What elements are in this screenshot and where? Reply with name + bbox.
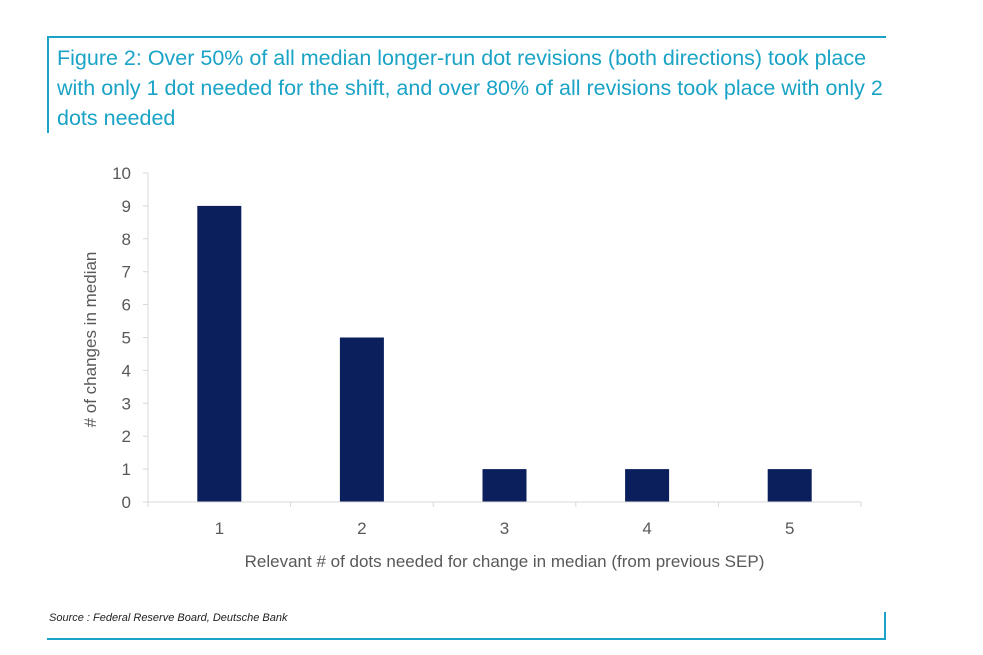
y-tick-label: 6 (122, 296, 131, 315)
bar-4 (625, 469, 670, 502)
y-tick-label: 2 (122, 427, 131, 446)
x-tick-label: 3 (500, 519, 509, 538)
bar-series (197, 205, 812, 502)
source-note: Source : Federal Reserve Board, Deutsche… (49, 612, 288, 624)
figure-title: Figure 2: Over 50% of all median longer-… (57, 46, 883, 130)
bar-5 (767, 469, 812, 502)
bar-2 (339, 337, 384, 502)
x-tick-label: 1 (215, 519, 224, 538)
title-frame-top-border (47, 36, 886, 38)
source-frame-bottom-border (47, 638, 886, 640)
y-axis: 0 1 2 3 4 5 6 7 8 9 10 (112, 164, 148, 512)
x-tick-label: 5 (785, 519, 794, 538)
x-tick-label: 4 (642, 519, 651, 538)
y-axis-label: # of changes in median (81, 252, 100, 428)
bar-chart: 0 1 2 3 4 5 6 7 8 9 10 1 2 3 4 5 # of changes in media… (81, 164, 862, 571)
y-tick-label: 8 (122, 230, 131, 249)
y-tick-label: 7 (122, 263, 131, 282)
y-tick-label: 4 (122, 361, 131, 380)
bar-1 (197, 205, 242, 502)
y-tick-label: 1 (122, 460, 131, 479)
y-tick-label: 3 (122, 394, 131, 413)
title-frame-left-border (47, 36, 49, 133)
y-tick-label: 5 (122, 329, 131, 348)
source-frame-right-border (884, 612, 886, 640)
y-tick-label: 0 (122, 493, 131, 512)
x-axis: 1 2 3 4 5 (147, 502, 862, 538)
bar-3 (482, 469, 527, 502)
x-tick-label: 2 (357, 519, 366, 538)
y-tick-label: 9 (122, 197, 131, 216)
y-tick-label: 10 (112, 164, 131, 183)
x-axis-label: Relevant # of dots needed for change in … (245, 552, 765, 571)
